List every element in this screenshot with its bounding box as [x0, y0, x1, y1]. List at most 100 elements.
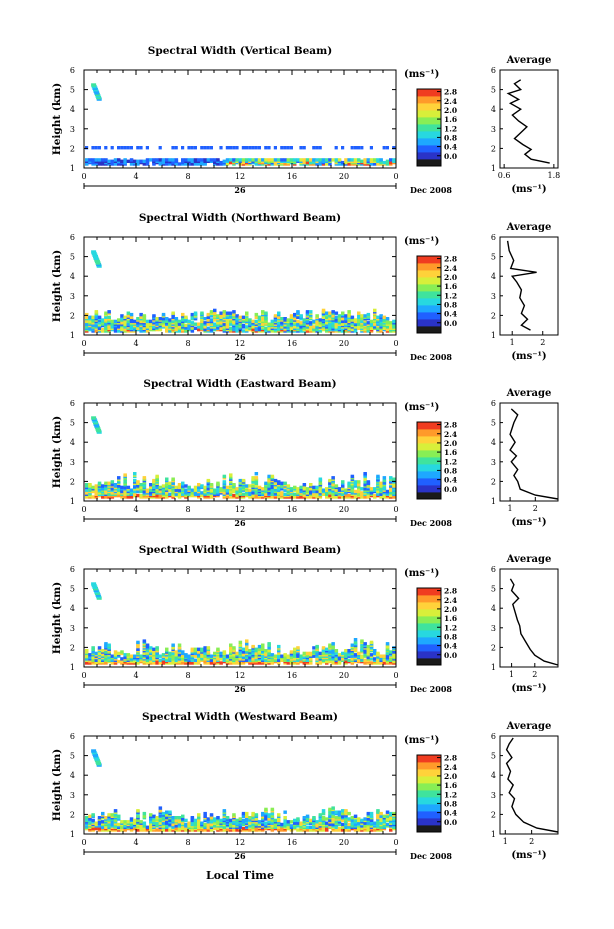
x-tick-label: 8 — [185, 671, 190, 680]
heatmap-cell — [264, 158, 268, 162]
colorbar-tick-label: 0.4 — [444, 642, 457, 651]
heatmap-cell — [232, 488, 236, 492]
heatmap-cell — [238, 643, 243, 647]
heatmap-cell — [193, 647, 198, 651]
heatmap-cell — [270, 828, 275, 832]
heatmap-cell — [184, 158, 188, 162]
heatmap-cell — [133, 472, 137, 476]
heatmap-cell — [193, 158, 198, 162]
heatmap-cell — [136, 489, 140, 494]
heatmap-cell — [187, 485, 191, 490]
y-tick-label: 2 — [70, 477, 75, 486]
heatmap-cell — [273, 158, 278, 162]
heatmap-cell — [97, 826, 102, 831]
heatmap-cells — [85, 416, 396, 499]
heatmap-cell — [280, 321, 284, 325]
heatmap-cell — [206, 312, 211, 317]
heatmap-cell — [353, 318, 358, 322]
heatmap-cell — [203, 646, 207, 650]
heatmap-cell — [88, 319, 92, 324]
heatmap-cell — [165, 816, 169, 820]
y-tick-label: 6 — [70, 732, 75, 741]
heatmap-cell — [254, 481, 259, 485]
heatmap-cell — [264, 821, 268, 825]
heatmap-cell — [363, 477, 367, 481]
heatmap-cell — [254, 826, 259, 831]
colorbar-tick-label: 0.4 — [444, 310, 457, 319]
heatmap-cell — [305, 828, 310, 832]
heatmap-cell — [129, 162, 134, 166]
heatmap-cell — [389, 158, 393, 162]
heatmap-cell — [254, 817, 259, 821]
heatmap-cell — [168, 822, 172, 827]
heatmap-cell — [296, 653, 300, 657]
heatmap-cell — [344, 649, 348, 653]
heatmap-cell — [142, 476, 147, 480]
heatmap-cell — [91, 416, 97, 420]
heatmap-cell — [200, 158, 204, 162]
heatmap-cell — [107, 643, 111, 647]
heatmap-cell — [357, 821, 361, 825]
heatmap-cell — [241, 315, 246, 319]
footer-xlabel: Local Time — [206, 869, 274, 882]
heatmap-cell — [347, 817, 351, 821]
x-tick-label: 20 — [339, 671, 349, 680]
heatmap-cell — [373, 158, 377, 162]
heatmap-cell — [296, 817, 300, 821]
heatmap-cell — [222, 159, 227, 163]
heatmap-cell — [248, 816, 252, 820]
heatmap-cell — [235, 657, 239, 661]
colorbar-tick-label: 1.6 — [444, 282, 457, 291]
heatmap-cell — [94, 821, 99, 825]
average-x-label: (ms⁻¹) — [511, 683, 546, 694]
heatmap-cell — [145, 658, 150, 662]
heatmap-cell — [168, 651, 172, 656]
heatmap-cell — [366, 480, 371, 484]
average-y-tick-label: 4 — [491, 604, 496, 613]
heatmap-cell — [389, 657, 393, 661]
heatmap-cell — [267, 146, 271, 150]
heatmap-cell — [94, 146, 98, 150]
heatmap-cell — [382, 485, 387, 490]
average-y-tick-label: 3 — [491, 292, 496, 301]
heatmap-cell — [107, 828, 111, 832]
heatmap-cell — [219, 487, 223, 491]
heatmap-cell — [149, 488, 153, 492]
colorbar-tick-label: 0.4 — [444, 476, 457, 485]
colorbar-segment — [417, 145, 441, 153]
heatmap-cell — [373, 657, 377, 661]
heatmap-cell — [366, 647, 371, 651]
heatmap-cell — [283, 810, 287, 814]
average-frame — [499, 735, 559, 835]
heatmap-cell — [373, 649, 377, 653]
heatmap-cell — [344, 160, 348, 165]
heatmap-cell — [254, 489, 259, 494]
heatmap-cell — [302, 816, 307, 820]
heatmap-cell — [299, 821, 303, 825]
heatmap-cell — [382, 315, 387, 319]
heatmap-cell — [101, 811, 105, 816]
heatmap-cell — [286, 661, 291, 665]
heatmap-cell — [222, 658, 227, 662]
heatmap-cell — [94, 310, 99, 314]
heatmap-cell — [142, 814, 147, 818]
heatmap-cell — [158, 322, 163, 326]
heatmap-cell — [315, 314, 319, 318]
heatmap-cell — [197, 492, 201, 496]
heatmap-cell — [331, 314, 335, 318]
heatmap-cell — [261, 646, 265, 650]
colorbar-tick-label: 0.0 — [444, 818, 457, 827]
heatmap-cell — [267, 646, 271, 650]
heatmap-cell — [270, 807, 275, 812]
heatmap-cell — [133, 489, 137, 494]
colorbar-frame — [416, 421, 442, 500]
heatmap-cell — [133, 319, 137, 324]
heatmap-cell — [261, 643, 265, 647]
heatmap-cell — [168, 818, 172, 823]
heatmap-cell — [305, 487, 310, 491]
heatmap-cell — [145, 488, 150, 492]
colorbar-segment — [417, 783, 441, 791]
heatmap-cell — [264, 492, 268, 496]
heatmap-cell — [129, 315, 134, 319]
heatmap-cell — [85, 312, 89, 317]
